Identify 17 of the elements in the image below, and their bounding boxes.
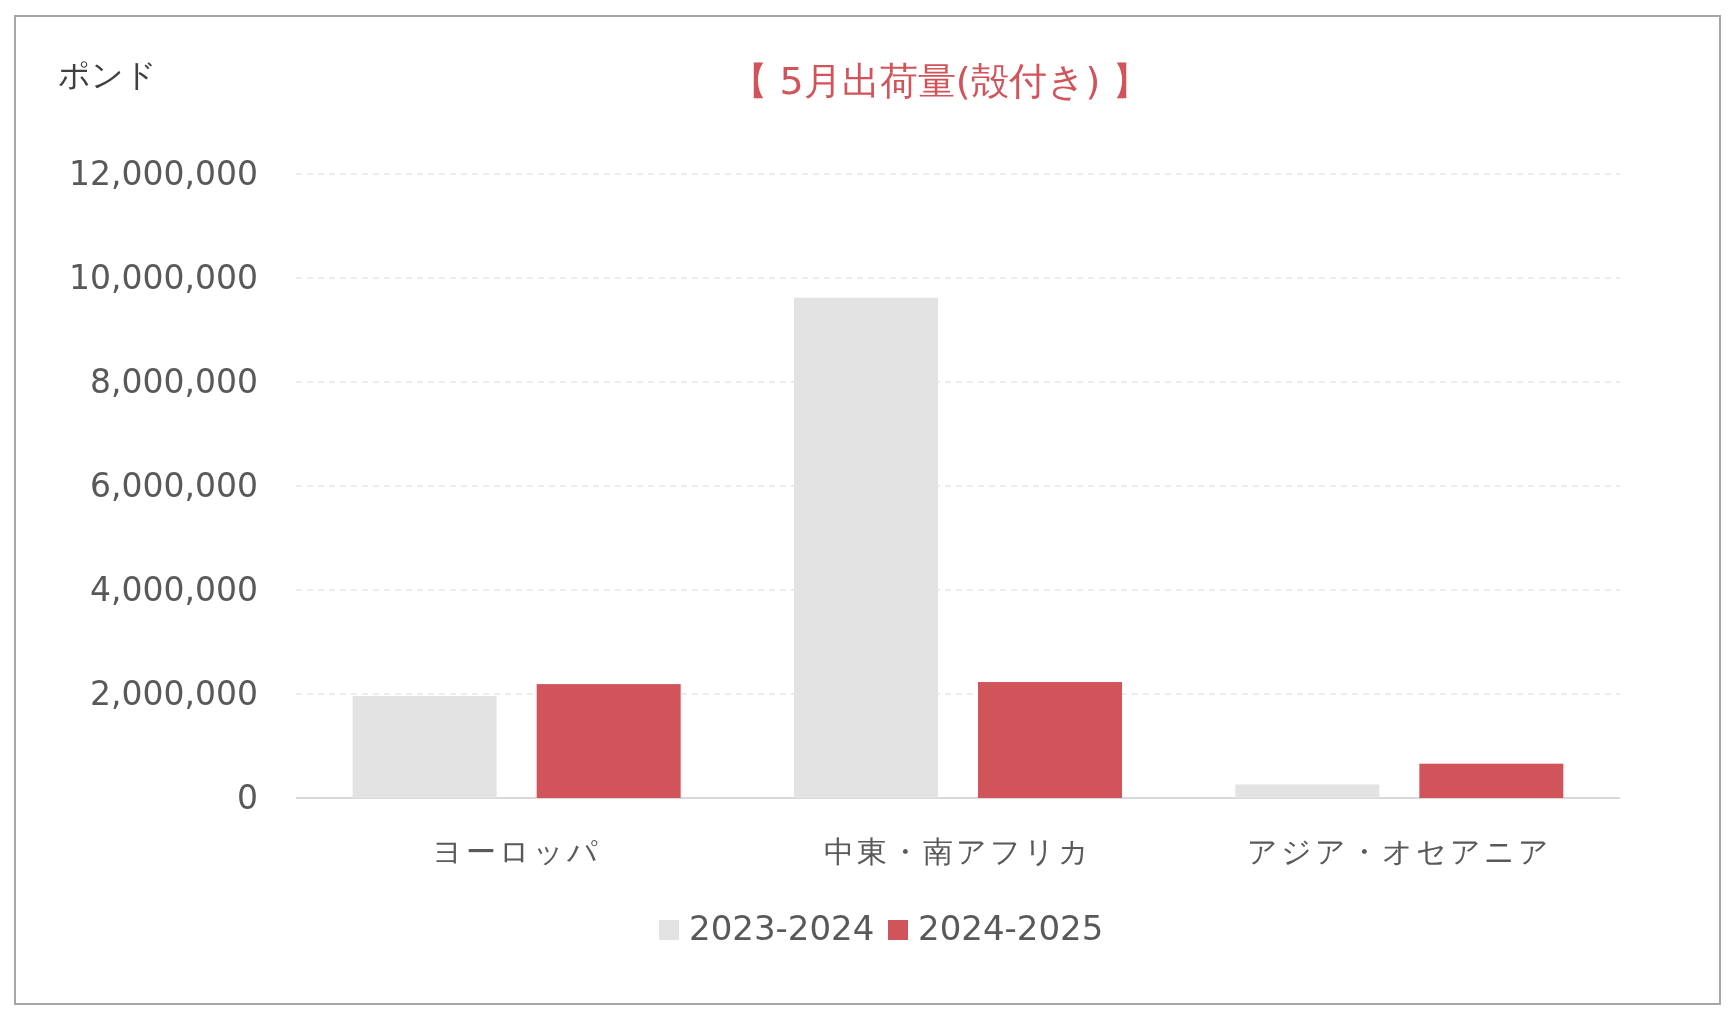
y-tick-label: 10,000,000	[69, 258, 258, 297]
y-tick-label: 6,000,000	[90, 466, 258, 505]
bar	[1419, 763, 1564, 798]
x-tick-label: ヨーロッパ	[432, 834, 602, 869]
bar	[536, 684, 681, 798]
y-tick-label: 4,000,000	[90, 570, 258, 609]
chart-title: 【 5月出荷量(殻付き) 】	[729, 59, 1151, 103]
bar	[978, 682, 1122, 798]
legend-label: 2024-2025	[918, 908, 1104, 948]
y-tick-label: 8,000,000	[90, 362, 258, 401]
y-tick-label: 0	[237, 778, 258, 817]
y-tick-label: 12,000,000	[69, 154, 258, 193]
y-tick-label: 2,000,000	[90, 674, 258, 713]
x-tick-label: 中東・南アフリカ	[824, 834, 1092, 869]
legend-label: 2023-2024	[689, 908, 875, 948]
y-axis-title: ポンド	[58, 56, 157, 94]
x-tick-label: アジア・オセアニア	[1246, 834, 1552, 869]
